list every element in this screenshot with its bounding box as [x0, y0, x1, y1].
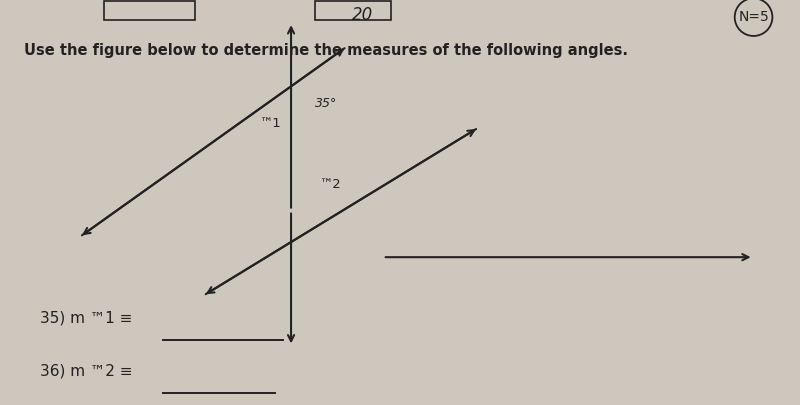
Bar: [104, 1, 195, 20]
Text: Use the figure below to determine the measures of the following angles.: Use the figure below to determine the me…: [24, 43, 628, 58]
Text: 35°: 35°: [315, 97, 338, 110]
Text: 36) m ™2 ≡: 36) m ™2 ≡: [40, 363, 132, 378]
Text: N=5: N=5: [738, 10, 769, 24]
Text: 35) m ™1 ≡: 35) m ™1 ≡: [40, 310, 132, 326]
Text: 20: 20: [352, 6, 374, 24]
Bar: [315, 1, 390, 20]
Text: ™1: ™1: [259, 117, 281, 130]
Text: ™2: ™2: [319, 178, 341, 191]
